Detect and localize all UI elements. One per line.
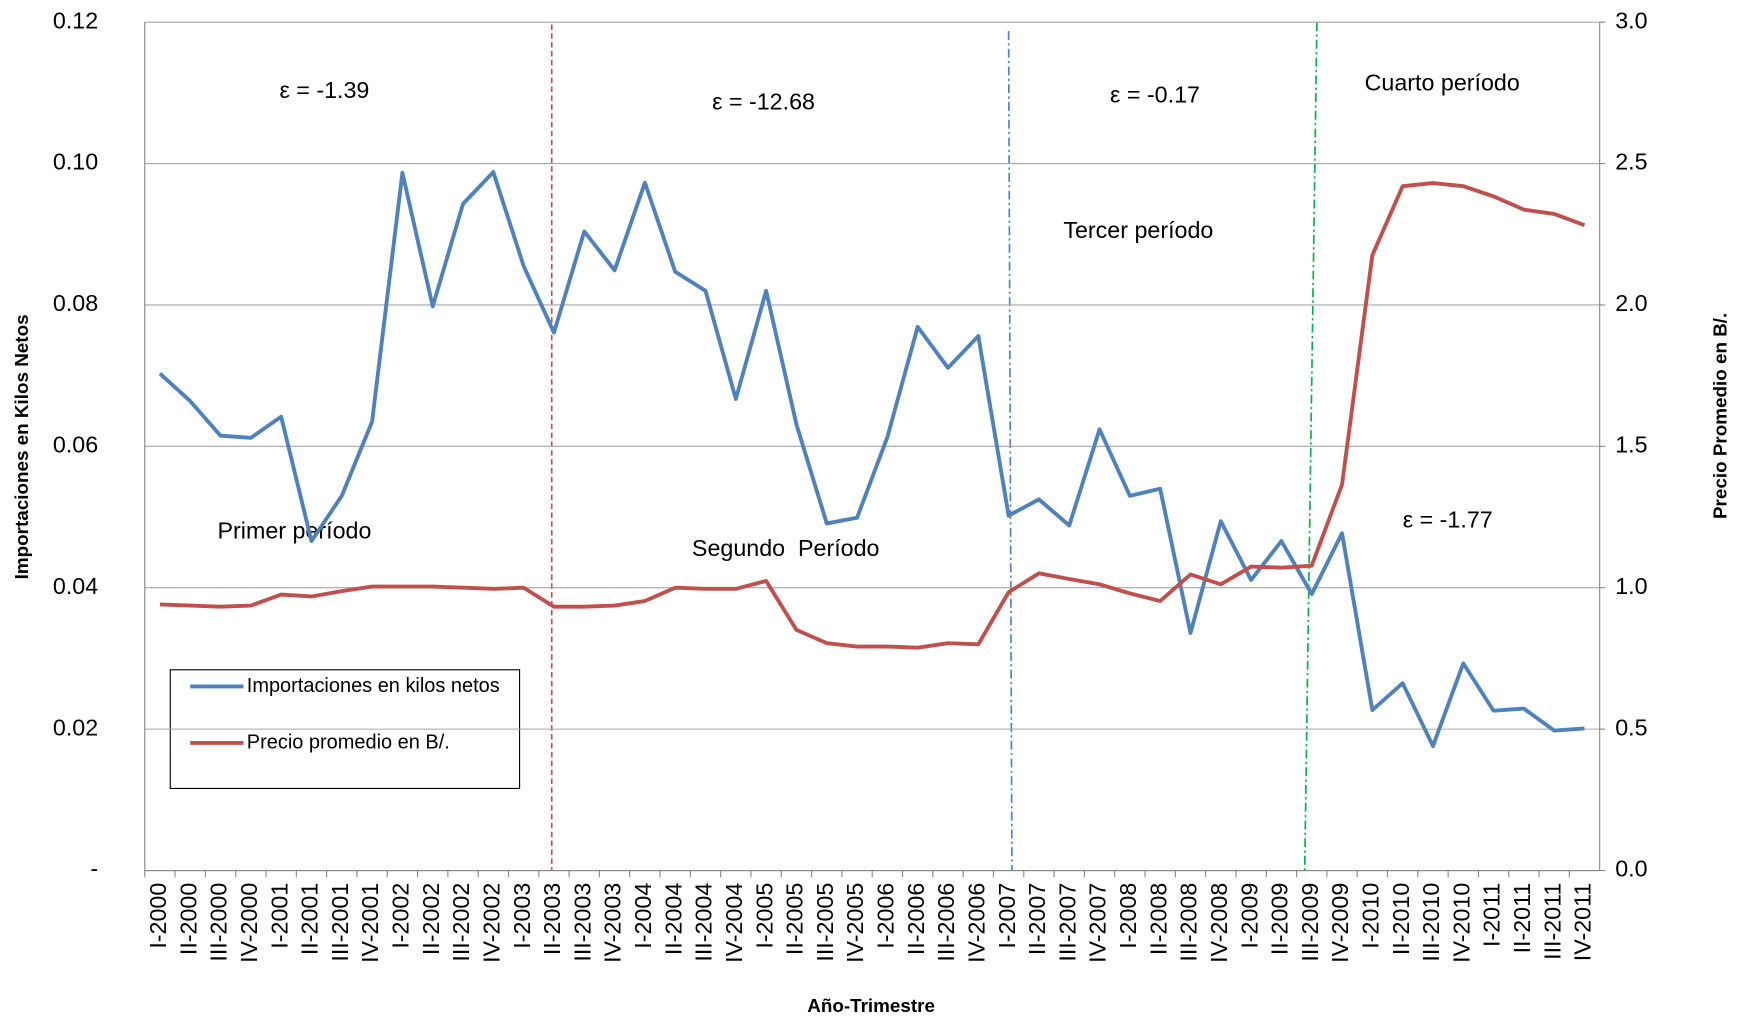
x-tick-label: I-2011 [1479,883,1505,947]
x-tick-label: IV-2005 [842,883,868,963]
x-tick-label: IV-2002 [478,883,504,963]
x-tick-label: IV-2007 [1085,883,1111,963]
x-tick-label: IV-2004 [721,883,747,963]
y-tick-label: 0.02 [53,714,98,740]
legend: Importaciones en kilos netos Precio prome… [169,669,521,790]
annotation: ε = -1.39 [279,77,369,103]
x-tick-label: III-2009 [1297,883,1323,962]
series-line [158,170,1585,749]
y-axis-title: Importaciones en Kilos Netos [11,314,32,579]
x-tick-label: III-2004 [691,883,717,962]
annotation: Cuarto período [1365,69,1520,95]
y2-tick-label: 1.0 [1615,573,1647,599]
y-tick-label: - [90,856,98,882]
period-divider [1007,31,1013,871]
y2-tick-label: 3.0 [1615,7,1647,33]
x-tick-label: II-2003 [539,883,565,955]
x-tick-label: IV-2009 [1327,883,1353,963]
y-tick-label: 0.06 [53,432,98,458]
x-tick-label: IV-2001 [357,883,383,963]
x-tick-label: II-2006 [903,883,929,955]
x-tick-label: III-2005 [812,883,838,962]
x-tick-label: II-2004 [660,883,686,955]
annotation: Tercer período [1063,217,1213,243]
x-tick-label: I-2008 [1115,883,1141,949]
legend-entry: Precio promedio en B/. [246,730,450,753]
legend-label: Importaciones en kilos netos [246,674,500,697]
x-tick-label: II-2010 [1388,883,1414,955]
x-tick-label: I-2010 [1358,883,1384,949]
legend-label: Precio promedio en B/. [246,730,450,753]
y-tick-label: 0.08 [53,290,98,316]
x-tick-label: IV-2010 [1448,883,1474,963]
x-tick-label: I-2002 [388,883,414,949]
y-tick-label: 0.10 [53,149,98,175]
x-tick-label: I-2007 [994,883,1020,949]
x-tick-label: I-2000 [145,883,171,949]
x-tick-label: IV-2011 [1570,883,1596,961]
x-tick-label: III-2011 [1539,883,1565,960]
x-tick-label: II-2009 [1267,883,1293,955]
x-tick-label: I-2009 [1236,883,1262,949]
x-tick-label: IV-2003 [600,883,626,963]
x-tick-label: III-2008 [1176,883,1202,962]
x-tick-label: I-2001 [266,883,292,949]
x-tick-label: IV-2006 [963,883,989,963]
y-tick-label: 0.04 [53,573,98,599]
y-tick-label: 0.12 [53,7,98,33]
x-tick-label: II-2007 [1024,883,1050,955]
x-tick-label: IV-2008 [1206,883,1232,963]
y2-axis-title: Precio Promedio en B/. [1710,313,1731,519]
x-tick-label: III-2000 [206,883,232,962]
x-tick-label: I-2003 [509,883,535,949]
x-tick-label: II-2000 [175,883,201,955]
x-tick-label: II-2002 [418,883,444,955]
annotation: ε = -12.68 [712,88,815,114]
x-tick-label: III-2002 [448,883,474,962]
annotation: ε = -1.77 [1403,506,1493,532]
legend-entry: Importaciones en kilos netos [246,674,500,697]
x-tick-label: III-2006 [933,883,959,962]
x-tick-label: II-2005 [782,883,808,955]
x-tick-label: III-2010 [1418,883,1444,962]
x-axis-title: Año-Trimestre [807,995,935,1016]
x-tick-label: II-2008 [1145,883,1171,955]
series-line [159,181,1586,650]
y2-tick-label: 2.0 [1615,290,1647,316]
x-tick-label: I-2006 [873,883,899,949]
annotation: Segundo Período [692,535,880,561]
x-tick-label: I-2004 [630,883,656,949]
annotation: ε = -0.17 [1110,82,1200,108]
annotation: Primer período [218,517,372,543]
x-tick-label: III-2007 [1054,883,1080,962]
x-tick-label: III-2003 [569,883,595,962]
y2-tick-label: 0.5 [1615,714,1647,740]
y2-tick-label: 2.5 [1615,149,1647,175]
x-tick-label: IV-2000 [236,883,262,963]
x-tick-label: II-2011 [1509,883,1535,954]
y2-tick-label: 0.0 [1615,856,1647,882]
y2-tick-label: 1.5 [1615,432,1647,458]
x-tick-label: II-2001 [297,883,323,955]
x-tick-label: III-2001 [327,883,353,962]
x-tick-label: I-2005 [751,883,777,949]
